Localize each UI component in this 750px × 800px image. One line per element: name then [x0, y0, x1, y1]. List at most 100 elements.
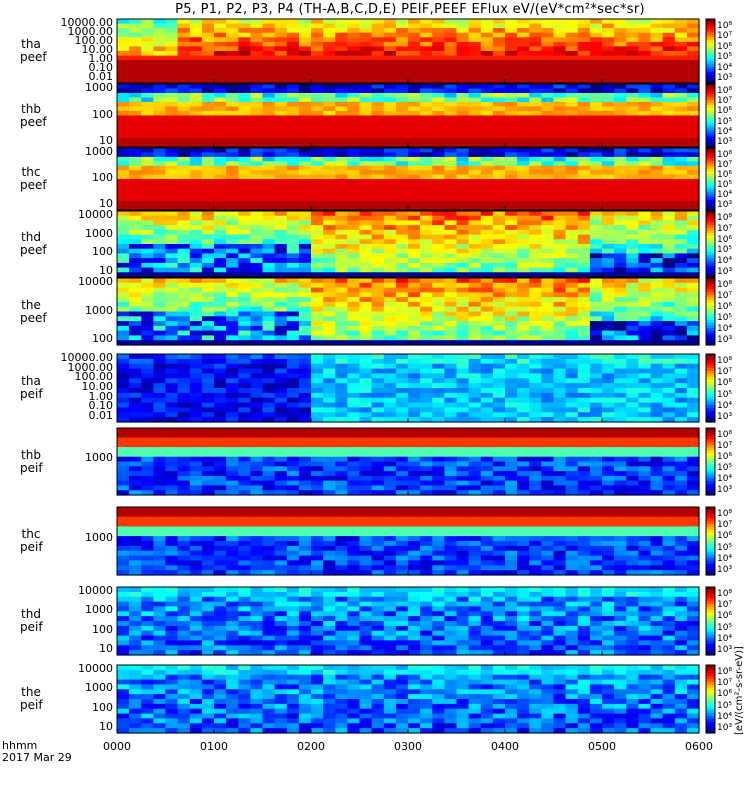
heatmap-cell [553, 102, 567, 108]
heatmap-cell [589, 201, 603, 207]
heatmap-cell [153, 183, 167, 189]
heatmap-cell [165, 37, 179, 43]
heatmap-cell [153, 19, 167, 25]
heatmap-cell [432, 148, 445, 153]
heatmap-cell [250, 239, 264, 245]
heatmap-cell [395, 407, 409, 413]
heatmap-cell [238, 115, 251, 121]
heatmap-cell [238, 383, 251, 389]
heatmap-cell [371, 244, 385, 250]
heatmap-cell [529, 234, 542, 240]
heatmap-cell [553, 115, 567, 121]
heatmap-cell [541, 225, 555, 231]
heatmap-cell [553, 28, 567, 34]
heatmap-cell [505, 32, 518, 38]
colorbar-segment [706, 359, 715, 364]
heatmap-cell [274, 258, 288, 264]
heatmap-cell [650, 229, 664, 236]
heatmap-cell [347, 215, 361, 221]
heatmap-cell [298, 192, 312, 198]
heatmap-cell [395, 215, 409, 221]
heatmap-cell [420, 60, 433, 66]
heatmap-cell [177, 60, 191, 66]
heatmap-cell [674, 187, 688, 193]
heatmap-cell [226, 88, 239, 94]
heatmap-cell [614, 97, 627, 103]
heatmap-cell [602, 201, 615, 207]
heatmap-cell [529, 179, 542, 184]
heatmap-cell [262, 447, 276, 453]
heatmap-cell [214, 262, 227, 269]
heatmap-cell [650, 402, 664, 409]
heatmap-cell [674, 373, 688, 379]
heatmap-cell [274, 152, 288, 158]
heatmap-cell [262, 330, 276, 336]
heatmap-cell [274, 201, 288, 207]
heatmap-cell [456, 451, 470, 458]
heatmap-cell [638, 244, 652, 250]
heatmap-cell [226, 354, 239, 360]
heatmap-cell [371, 378, 385, 384]
heatmap-cell [468, 133, 482, 139]
heatmap-cell [565, 152, 579, 158]
heatmap-cell [383, 170, 397, 176]
heatmap-cell [480, 93, 494, 99]
heatmap-cell [201, 196, 215, 202]
heatmap-cell [480, 23, 494, 29]
heatmap-cell [214, 442, 227, 448]
heatmap-cell [371, 461, 385, 467]
heatmap-cell [347, 187, 361, 193]
heatmap-cell [505, 179, 518, 184]
heatmap-cell [589, 234, 603, 240]
heatmap-cell [250, 363, 264, 370]
heatmap-cell [153, 402, 167, 409]
heatmap-cell [141, 205, 154, 211]
heatmap-cell [468, 442, 482, 448]
heatmap-cell [117, 244, 130, 250]
heatmap-cell [565, 69, 579, 75]
heatmap-cell [214, 120, 227, 126]
heatmap-cell [214, 60, 227, 66]
heatmap-cell [238, 278, 251, 284]
heatmap-cell [189, 244, 203, 250]
heatmap-cell [189, 220, 203, 226]
heatmap-cell [117, 73, 130, 80]
heatmap-cell [529, 417, 542, 423]
heatmap-cell [456, 466, 470, 472]
heatmap-cell [614, 292, 627, 298]
heatmap-cell [541, 412, 555, 418]
heatmap-cell [492, 93, 506, 99]
heatmap-cell [117, 129, 130, 135]
heatmap-cell [589, 225, 603, 231]
heatmap-cell [371, 368, 385, 375]
heatmap-cell [117, 78, 130, 84]
heatmap-cell [638, 124, 652, 130]
colorbar-segment [706, 29, 715, 33]
heatmap-cell [662, 205, 676, 211]
heatmap-cell [541, 325, 555, 332]
heatmap-cell [335, 170, 348, 176]
heatmap-cell [638, 262, 652, 269]
heatmap-cell [408, 37, 421, 43]
heatmap-cell [602, 297, 615, 303]
heatmap-cell [141, 152, 154, 158]
heatmap-cell [286, 244, 300, 250]
heatmap-cell [492, 97, 506, 103]
heatmap-cell [529, 28, 542, 34]
heatmap-cell [153, 142, 167, 148]
heatmap-cell [383, 417, 397, 423]
heatmap-cell [153, 407, 167, 413]
heatmap-cell [347, 485, 361, 491]
heatmap-cell [359, 402, 373, 409]
heatmap-cell [201, 378, 215, 384]
heatmap-cell [189, 115, 203, 121]
heatmap-cell [589, 152, 603, 158]
heatmap-cell [541, 244, 555, 250]
heatmap-cell [492, 106, 506, 112]
heatmap-cell [214, 461, 227, 467]
heatmap-cell [238, 51, 251, 57]
heatmap-cell [420, 73, 433, 80]
heatmap-cell [201, 51, 215, 57]
heatmap-cell [492, 321, 506, 327]
heatmap-cell [480, 165, 494, 171]
